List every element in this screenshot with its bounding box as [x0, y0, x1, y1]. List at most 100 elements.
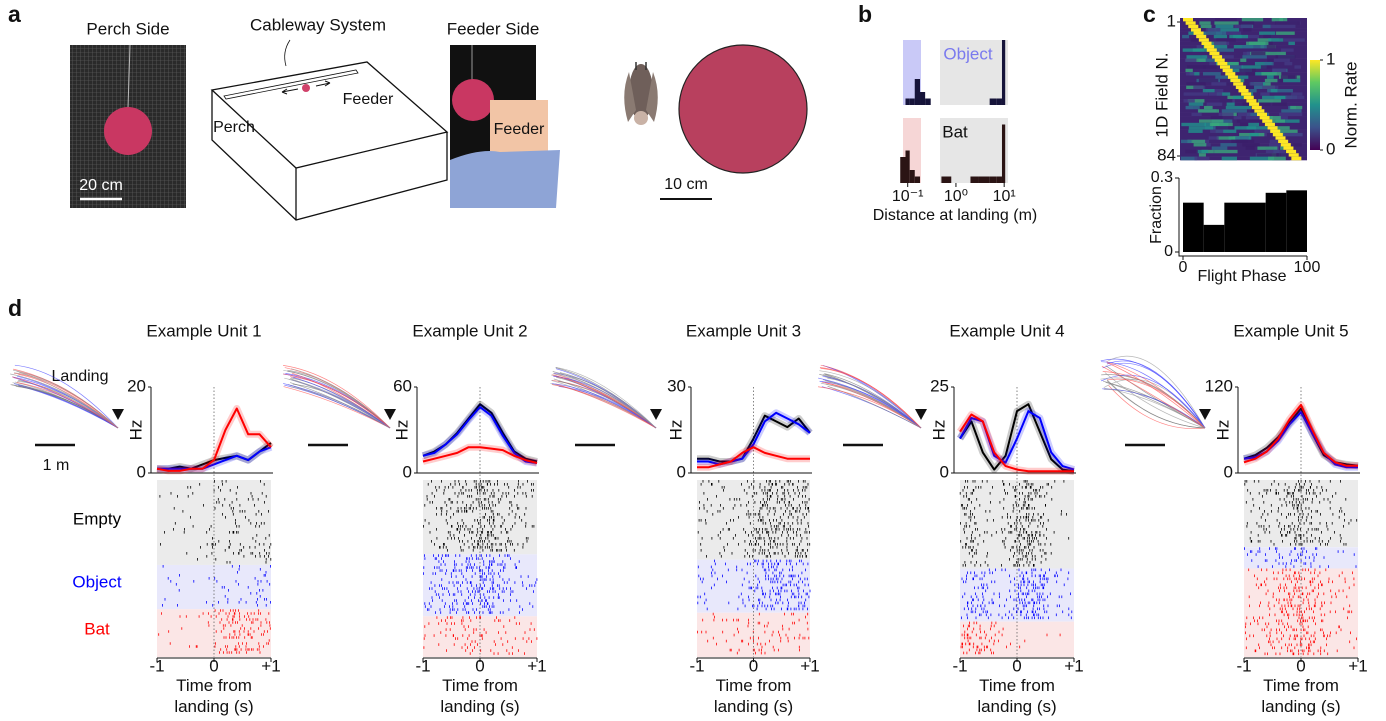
- x-axis-label: Distance at landing (m): [873, 207, 1038, 224]
- landing-marker: [915, 409, 927, 420]
- bar: [905, 151, 909, 184]
- heatmap-cell: [1258, 99, 1281, 103]
- heatmap-cell: [1185, 69, 1192, 73]
- bar: [990, 177, 997, 184]
- x-tick-label: 10⁰: [944, 188, 968, 205]
- legend-label: Bat: [84, 619, 110, 638]
- heatmap-cell: [1250, 133, 1259, 137]
- heatmap-peak: [1252, 106, 1262, 110]
- heatmap-cell: [1201, 25, 1212, 29]
- trajectory: [18, 380, 118, 428]
- heatmap-cell: [1222, 109, 1247, 113]
- bar: [915, 177, 920, 184]
- bar: [1002, 125, 1005, 184]
- heatmap-cell: [1264, 62, 1273, 66]
- heatmap-cell: [1261, 65, 1272, 69]
- heatmap-cell: [1197, 150, 1209, 154]
- heatmap-cell: [1262, 96, 1287, 100]
- heatmap-cell: [1263, 52, 1286, 56]
- trajectories: [818, 365, 921, 428]
- bar: [1183, 203, 1204, 252]
- heatmap-cell: [1266, 150, 1286, 154]
- bat-icon: [624, 62, 658, 125]
- heatmap-cell: [1186, 55, 1207, 59]
- ball: [104, 107, 152, 155]
- heatmap-peak: [1186, 21, 1196, 25]
- heatmap-cell: [1199, 79, 1218, 83]
- heatmap-cell: [1275, 21, 1300, 25]
- heatmap-cell: [1227, 103, 1235, 107]
- landing-marker: [1199, 409, 1211, 420]
- series-label: Object: [943, 44, 992, 63]
- heatmap-cell: [1234, 126, 1256, 130]
- bar: [1204, 225, 1225, 252]
- heatmap-peak: [1239, 89, 1249, 93]
- heatmap-peak: [1260, 116, 1270, 120]
- heatmap-cell: [1281, 109, 1301, 113]
- heatmap-cell: [1268, 38, 1283, 42]
- trajectory: [822, 387, 921, 428]
- heatmap-cell: [1237, 119, 1262, 123]
- heatmap-peak: [1283, 146, 1293, 150]
- bar: [925, 99, 931, 106]
- heatmap-cell: [1275, 55, 1295, 59]
- heatmap-cell: [1184, 92, 1208, 96]
- heatmap-cell: [1276, 32, 1295, 36]
- bar: [1224, 203, 1245, 252]
- heatmap-row: [1180, 42, 1307, 46]
- heatmap-cell: [1226, 106, 1251, 110]
- heatmap-cell: [1249, 42, 1265, 46]
- y-tick-label: 0: [940, 462, 949, 481]
- heatmap-cell: [1220, 143, 1236, 147]
- heatmap-cell: [1211, 116, 1223, 120]
- y-axis-label: 1D Field N.: [1152, 52, 1171, 137]
- heatmap-cell: [1235, 136, 1249, 140]
- heatmap-cell: [1285, 96, 1304, 100]
- object-circle: [679, 45, 807, 173]
- heatmap-cell: [1260, 92, 1269, 96]
- heatmap-cell: [1231, 140, 1247, 144]
- x-tick-label: 0: [1179, 259, 1188, 276]
- trajectory-label: Landing: [52, 368, 109, 385]
- heatmap-peak: [1289, 153, 1299, 157]
- heatmap-cell: [1272, 69, 1286, 73]
- heatmap-cell: [1188, 130, 1202, 134]
- heatmap-peak: [1257, 113, 1267, 117]
- heatmap-cell: [1198, 109, 1219, 113]
- x-axis-label: Time from landing (s): [154, 675, 274, 717]
- y-tick-label: 0: [1164, 243, 1173, 260]
- heatmap-cell: [1204, 106, 1213, 110]
- heatmap-cell: [1272, 18, 1283, 22]
- heatmap-cell: [1261, 72, 1281, 76]
- scale-label: 10 cm: [664, 176, 708, 193]
- heatmap-cell: [1281, 48, 1294, 52]
- scale-label: 1 m: [43, 457, 70, 474]
- heatmap-cell: [1199, 153, 1206, 157]
- ball: [452, 79, 494, 121]
- heatmap-cell: [1254, 130, 1272, 134]
- x-axis-label: Time from landing (s): [1241, 675, 1361, 717]
- y-tick-label: 0.3: [1151, 169, 1173, 186]
- heatmap-row: [1180, 116, 1307, 120]
- raster-background: [697, 480, 810, 560]
- heatmap-cell: [1265, 79, 1278, 83]
- landing-marker: [650, 409, 662, 420]
- trajectories: [283, 365, 390, 428]
- heatmap-peak: [1199, 38, 1209, 42]
- x-tick-label: 0: [1012, 656, 1021, 675]
- trajectories: [550, 367, 656, 428]
- heatmap-cell: [1186, 72, 1194, 76]
- panel-label: c: [1143, 1, 1156, 27]
- bar: [920, 92, 925, 105]
- y-tick-label: 84: [1157, 145, 1176, 164]
- y-axis-label: Fraction: [1148, 186, 1165, 244]
- heatmap-cell: [1187, 65, 1206, 69]
- heatmap-peak: [1202, 42, 1212, 46]
- heatmap-cell: [1263, 35, 1271, 39]
- heatmap-peak: [1228, 75, 1238, 79]
- heatmap-cell: [1269, 143, 1283, 147]
- heatmap-image: [1180, 18, 1307, 160]
- heatmap-peak: [1241, 92, 1251, 96]
- heatmap-cell: [1288, 42, 1295, 46]
- landing-marker: [384, 409, 396, 420]
